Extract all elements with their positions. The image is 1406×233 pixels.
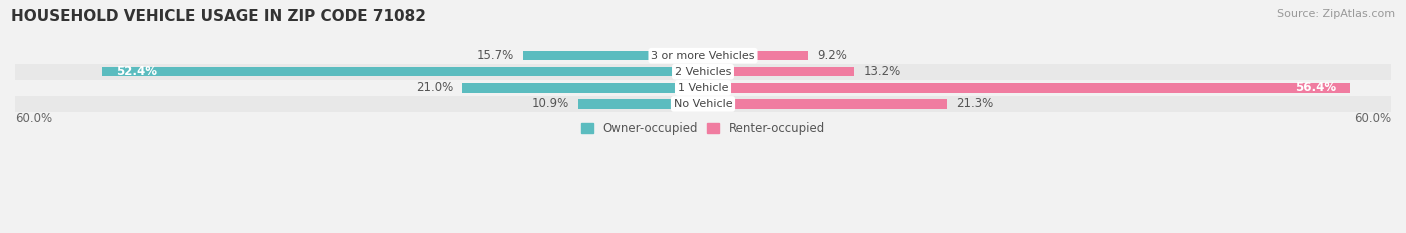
Text: 10.9%: 10.9% <box>531 97 569 110</box>
Text: HOUSEHOLD VEHICLE USAGE IN ZIP CODE 71082: HOUSEHOLD VEHICLE USAGE IN ZIP CODE 7108… <box>11 9 426 24</box>
Text: 2 Vehicles: 2 Vehicles <box>675 67 731 77</box>
Bar <box>103 67 703 76</box>
Text: 21.3%: 21.3% <box>956 97 994 110</box>
Text: 3 or more Vehicles: 3 or more Vehicles <box>651 51 755 61</box>
Legend: Owner-occupied, Renter-occupied: Owner-occupied, Renter-occupied <box>576 117 830 140</box>
Text: 52.4%: 52.4% <box>115 65 157 78</box>
Bar <box>15 48 1391 64</box>
Text: 15.7%: 15.7% <box>477 49 513 62</box>
Text: 21.0%: 21.0% <box>416 81 453 94</box>
Bar <box>15 80 1391 96</box>
Bar <box>703 83 1350 93</box>
Bar <box>703 51 808 60</box>
Text: No Vehicle: No Vehicle <box>673 99 733 109</box>
Bar <box>523 51 703 60</box>
Text: Source: ZipAtlas.com: Source: ZipAtlas.com <box>1277 9 1395 19</box>
Bar <box>703 99 948 109</box>
Bar <box>703 67 855 76</box>
Text: 60.0%: 60.0% <box>1354 112 1391 125</box>
Text: 56.4%: 56.4% <box>1295 81 1336 94</box>
Bar <box>15 96 1391 112</box>
Text: 60.0%: 60.0% <box>15 112 52 125</box>
Text: 9.2%: 9.2% <box>818 49 848 62</box>
Text: 1 Vehicle: 1 Vehicle <box>678 83 728 93</box>
Bar <box>463 83 703 93</box>
Bar <box>15 64 1391 80</box>
Text: 13.2%: 13.2% <box>863 65 901 78</box>
Bar <box>578 99 703 109</box>
